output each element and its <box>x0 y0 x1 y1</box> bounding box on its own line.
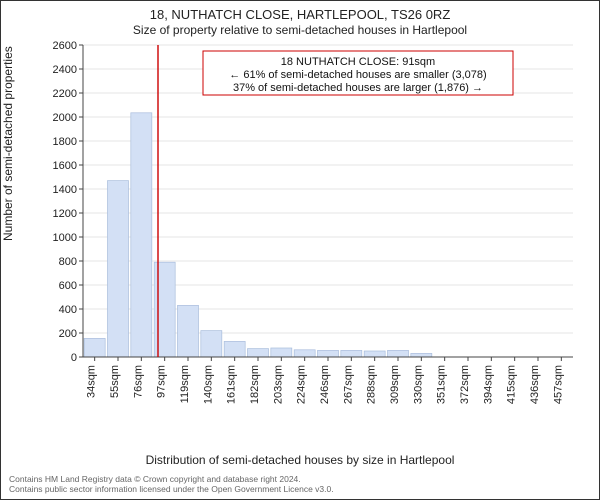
histogram-bar <box>248 349 269 357</box>
x-tick-label: 267sqm <box>342 365 354 404</box>
callout-line: ← 61% of semi-detached houses are smalle… <box>229 69 486 81</box>
svg-text:1000: 1000 <box>53 232 77 244</box>
svg-text:1200: 1200 <box>53 208 77 220</box>
x-tick-label: 394sqm <box>482 365 494 404</box>
svg-text:1400: 1400 <box>53 184 77 196</box>
x-tick-label: 246sqm <box>319 365 331 404</box>
histogram-bar <box>201 331 222 357</box>
y-axis-label: Number of semi-detached properties <box>1 46 15 241</box>
x-tick-label: 457sqm <box>552 365 564 404</box>
chart-svg: 0 200 400 600 800 1000 1200 1400 1600 1800 2000 220… <box>53 41 577 419</box>
histogram-bar <box>411 353 432 357</box>
svg-text:2400: 2400 <box>53 64 77 76</box>
histogram-bar <box>224 341 245 357</box>
attribution-block: Contains HM Land Registry data © Crown c… <box>9 474 591 495</box>
x-tick-label: 330sqm <box>412 365 424 404</box>
x-tick-label: 436sqm <box>529 365 541 404</box>
svg-text:1800: 1800 <box>53 136 77 148</box>
x-tick-label: 224sqm <box>296 365 308 404</box>
x-tick-label: 97sqm <box>156 365 168 398</box>
x-axis-label: Distribution of semi-detached houses by … <box>1 453 599 467</box>
chart-container: { "header": { "line1": "18, NUTHATCH CLO… <box>0 0 600 500</box>
plot-area: 0 200 400 600 800 1000 1200 1400 1600 1800 2000 220… <box>53 41 577 417</box>
histogram-bar <box>178 305 199 357</box>
x-tick-label: 351sqm <box>436 365 448 404</box>
svg-text:200: 200 <box>59 328 77 340</box>
chart-title-line2: Size of property relative to semi-detach… <box>1 23 599 37</box>
callout-line: 18 NUTHATCH CLOSE: 91sqm <box>281 56 435 68</box>
histogram-bar <box>131 113 152 357</box>
histogram-bar <box>364 351 385 357</box>
x-tick-label: 309sqm <box>389 365 401 404</box>
histogram-bar <box>108 181 129 357</box>
x-tick-label: 372sqm <box>459 365 471 404</box>
x-tick-label: 182sqm <box>249 365 261 404</box>
svg-text:1600: 1600 <box>53 160 77 172</box>
svg-text:400: 400 <box>59 304 77 316</box>
histogram-bar <box>388 350 409 357</box>
x-tick-label: 415sqm <box>506 365 518 404</box>
svg-text:2000: 2000 <box>53 112 77 124</box>
svg-text:2600: 2600 <box>53 41 77 52</box>
x-tick-label: 76sqm <box>132 365 144 398</box>
svg-text:0: 0 <box>71 352 77 364</box>
x-tick-label: 34sqm <box>86 365 98 398</box>
x-tick-label: 203sqm <box>272 365 284 404</box>
attribution-line1: Contains HM Land Registry data © Crown c… <box>9 474 591 485</box>
callout-line: 37% of semi-detached houses are larger (… <box>233 82 483 94</box>
x-tick-label: 288sqm <box>366 365 378 404</box>
x-tick-label: 161sqm <box>226 365 238 404</box>
histogram-bar <box>341 350 362 357</box>
chart-title-line1: 18, NUTHATCH CLOSE, HARTLEPOOL, TS26 0RZ <box>1 7 599 22</box>
histogram-bar <box>294 350 315 357</box>
x-tick-label: 140sqm <box>202 365 214 404</box>
svg-text:600: 600 <box>59 280 77 292</box>
histogram-bar <box>318 350 339 357</box>
histogram-bar <box>84 338 105 357</box>
svg-text:800: 800 <box>59 256 77 268</box>
attribution-line2: Contains public sector information licen… <box>9 484 591 495</box>
histogram-bar <box>271 348 292 357</box>
svg-text:2200: 2200 <box>53 88 77 100</box>
x-tick-label: 55sqm <box>109 365 121 398</box>
x-tick-label: 119sqm <box>179 365 191 403</box>
